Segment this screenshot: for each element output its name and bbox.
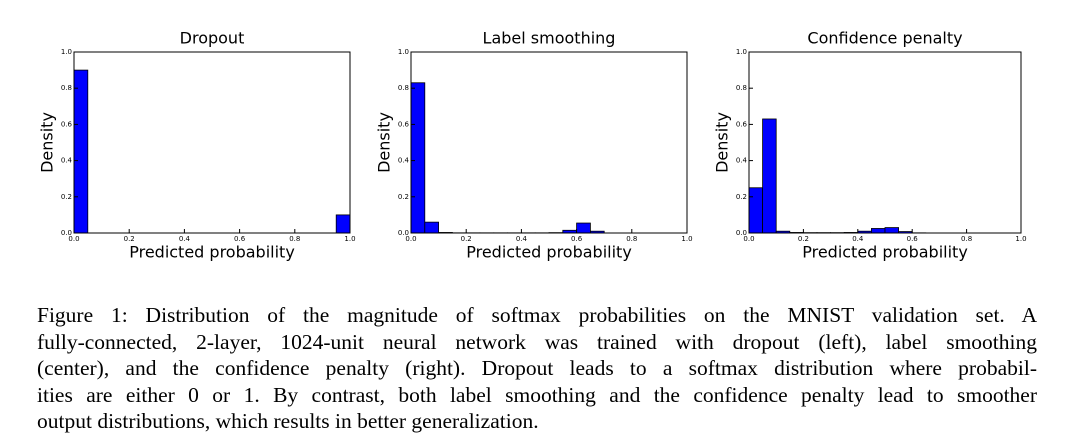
y-tick-label: 0.0 [61,229,72,237]
y-tick-label: 1.0 [398,48,409,56]
caption-line: (center), and the confidence penalty (ri… [37,356,1037,380]
y-tick-label: 0.0 [736,229,747,237]
x-tick-label: 0.4 [179,235,191,243]
y-tick-label: 0.6 [736,120,748,128]
x-tick-label: 0.0 [68,235,79,243]
y-axis-label: Density [713,112,732,173]
y-tick-label: 0.6 [61,120,73,128]
y-tick-label: 0.4 [398,157,410,165]
figure: 0.0 0.2 0.4 0.6 0.8 1.0 0.0 0.2 0.4 0.6 0.8 1.0 Drop… [38,29,1027,262]
y-tick-label: 0.8 [398,84,409,92]
bar [73,69,89,234]
chart-title: Confidence penalty [807,29,962,48]
plot-frame [73,51,351,234]
x-tick-label: 0.2 [124,235,135,243]
plot-frame [410,51,688,234]
y-tick-label: 0.2 [61,193,72,201]
x-tick-label: 1.0 [681,235,692,243]
y-tick-label: 1.0 [736,48,747,56]
y-tick-label: 0.4 [61,157,73,165]
chart-title: Dropout [180,29,245,48]
y-axis-label: Density [375,112,394,173]
bar [748,187,764,234]
caption-line: ities are either 0 or 1. By contrast, bo… [37,382,1037,407]
caption: Figure 1: Distribution of the magnitude … [37,302,1037,435]
x-axis-label: Predicted probability [129,243,295,262]
plot-frame [748,51,1022,234]
y-tick-label: 0.8 [736,84,747,92]
x-tick-label: 0.8 [961,235,972,243]
x-tick-label: 0.2 [461,235,472,243]
bar [410,82,426,234]
x-tick-label: 0.2 [798,235,809,243]
y-tick-label: 1.0 [61,48,72,56]
bar [424,221,439,234]
x-tick-label: 0.4 [516,235,528,243]
bar [576,222,591,234]
caption-line: fully-connected, 2-layer, 1024-unit neur… [37,329,1037,354]
x-tick-label: 0.0 [743,235,754,243]
x-tick-label: 0.8 [289,235,300,243]
y-tick-label: 0.6 [398,120,410,128]
x-axis-label: Predicted probability [802,243,968,262]
caption-line: output distributions, which results in b… [37,409,539,433]
bar [335,214,351,234]
x-tick-label: 0.6 [234,235,246,243]
y-tick-label: 0.2 [398,193,409,201]
y-tick-label: 0.8 [61,84,72,92]
x-tick-label: 0.8 [626,235,637,243]
x-tick-label: 0.4 [852,235,864,243]
caption-line: Figure 1: Distribution of the magnitude … [37,303,1037,327]
y-tick-label: 0.2 [736,193,747,201]
bar [762,118,777,234]
x-axis-label: Predicted probability [466,243,632,262]
y-axis-label: Density [38,112,57,173]
x-tick-label: 0.6 [571,235,583,243]
bar [871,228,886,234]
x-tick-label: 0.0 [405,235,416,243]
chart-title: Label smoothing [483,29,616,48]
x-tick-label: 1.0 [344,235,355,243]
bar [884,227,900,234]
y-tick-label: 0.4 [736,157,748,165]
x-tick-label: 0.6 [907,235,919,243]
x-tick-label: 1.0 [1015,235,1026,243]
y-tick-label: 0.0 [398,229,409,237]
